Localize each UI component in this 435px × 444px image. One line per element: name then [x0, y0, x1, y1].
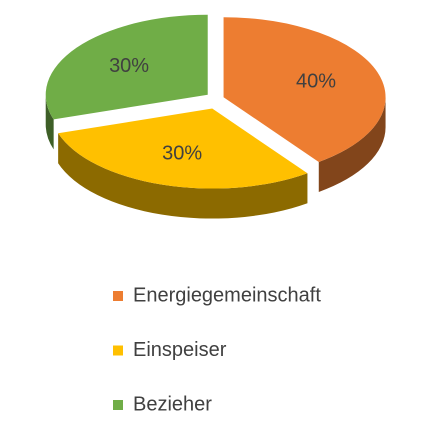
legend-label: Energiegemeinschaft [133, 284, 321, 306]
slice-side [318, 97, 386, 192]
data-label: 30% [109, 55, 149, 77]
legend-swatch [113, 400, 123, 410]
pie-slice [58, 108, 308, 189]
pie-slice [223, 17, 386, 162]
slice-side [58, 133, 308, 219]
data-label: 30% [162, 142, 202, 164]
data-label: 40% [296, 71, 336, 93]
legend-label: Einspeiser [133, 339, 227, 361]
slice-side [45, 94, 54, 150]
legend-swatch [113, 345, 123, 356]
pie-slice [45, 14, 208, 120]
legend-label: Bezieher [133, 393, 212, 415]
legend-swatch [113, 291, 123, 301]
